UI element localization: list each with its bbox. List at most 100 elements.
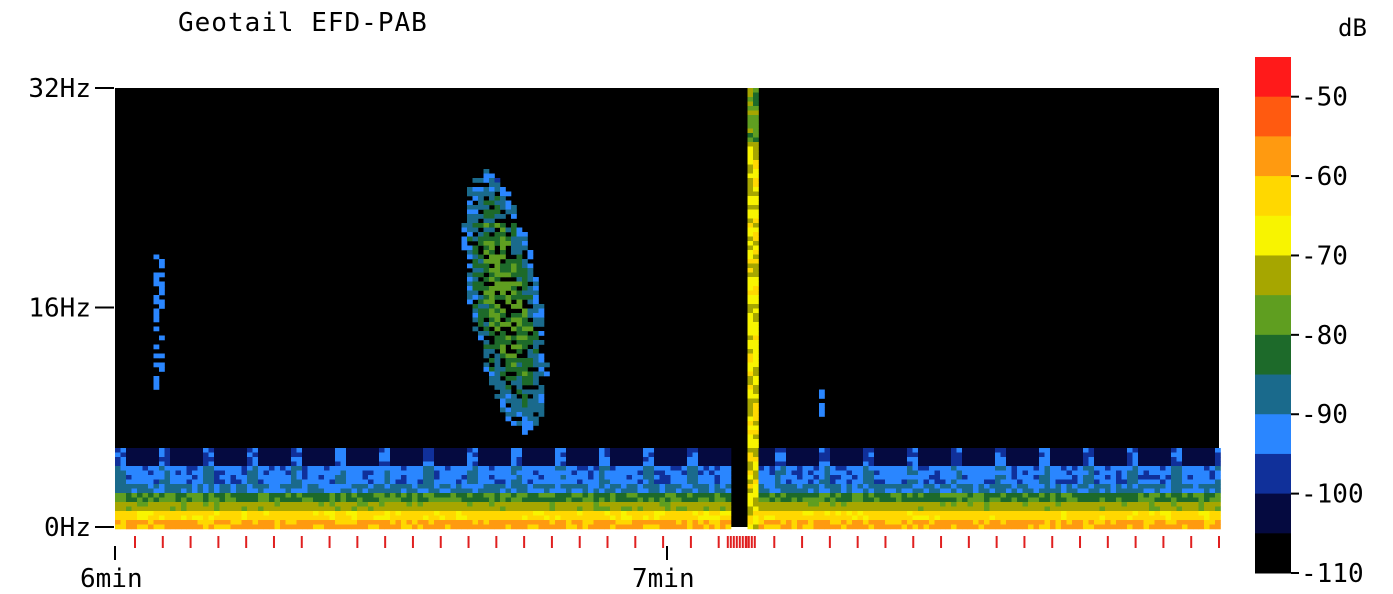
heatmap-cell bbox=[857, 466, 864, 471]
heatmap-cell bbox=[533, 457, 539, 462]
heatmap-cell bbox=[819, 497, 825, 503]
heatmap-cell bbox=[505, 236, 512, 242]
heatmap-cell bbox=[769, 461, 776, 467]
heatmap-cell bbox=[318, 506, 325, 512]
heatmap-cell bbox=[500, 479, 506, 485]
heatmap-cell bbox=[555, 457, 561, 462]
heatmap-cell bbox=[274, 502, 281, 507]
heatmap-cell bbox=[1182, 493, 1188, 498]
heatmap-cell bbox=[621, 461, 627, 467]
heatmap-cell bbox=[819, 470, 825, 476]
heatmap-cell bbox=[1110, 484, 1117, 489]
heatmap-cell bbox=[775, 506, 781, 512]
heatmap-cell bbox=[918, 515, 924, 521]
heatmap-cell bbox=[560, 488, 567, 494]
heatmap-cell bbox=[758, 515, 765, 521]
heatmap-cell bbox=[445, 452, 451, 458]
heatmap-cell bbox=[324, 466, 330, 471]
heatmap-cell bbox=[863, 461, 869, 467]
heatmap-cell bbox=[285, 466, 292, 471]
heatmap-cell bbox=[687, 515, 693, 521]
heatmap-cell bbox=[351, 511, 358, 516]
heatmap-cell bbox=[505, 353, 512, 359]
heatmap-cell bbox=[1044, 457, 1051, 462]
heatmap-cell bbox=[912, 466, 919, 471]
heatmap-cell bbox=[346, 475, 352, 480]
heatmap-cell bbox=[1083, 520, 1089, 525]
heatmap-cell bbox=[236, 493, 242, 498]
heatmap-cell bbox=[929, 515, 935, 521]
heatmap-cell bbox=[1154, 475, 1161, 480]
heatmap-cell bbox=[483, 524, 490, 530]
heatmap-cell bbox=[329, 493, 336, 498]
heatmap-cell bbox=[522, 308, 528, 314]
heatmap-cell bbox=[478, 524, 484, 530]
heatmap-cell bbox=[467, 295, 473, 300]
heatmap-cell bbox=[192, 524, 198, 530]
heatmap-cell bbox=[1028, 448, 1034, 453]
heatmap-cell bbox=[428, 461, 435, 467]
heatmap-cell bbox=[472, 227, 479, 233]
heatmap-cell bbox=[181, 461, 187, 467]
heatmap-cell bbox=[137, 497, 143, 503]
heatmap-cell bbox=[456, 506, 462, 512]
heatmap-cell bbox=[984, 461, 990, 467]
heatmap-cell bbox=[604, 520, 611, 525]
heatmap-cell bbox=[582, 511, 589, 516]
heatmap-cell bbox=[1033, 484, 1040, 489]
heatmap-cell bbox=[478, 187, 484, 192]
heatmap-cell bbox=[1000, 497, 1007, 503]
heatmap-cell bbox=[1204, 479, 1210, 485]
heatmap-cell bbox=[714, 466, 721, 471]
heatmap-cell bbox=[973, 493, 979, 498]
heatmap-cell bbox=[181, 493, 187, 498]
heatmap-cell bbox=[1209, 452, 1216, 458]
heatmap-cell bbox=[307, 475, 314, 480]
heatmap-cell bbox=[445, 475, 451, 480]
heatmap-cell bbox=[500, 394, 506, 399]
heatmap-cell bbox=[890, 466, 897, 471]
heatmap-cell bbox=[868, 466, 875, 471]
heatmap-cell bbox=[753, 128, 759, 134]
heatmap-cell bbox=[544, 470, 550, 476]
heatmap-cell bbox=[527, 502, 534, 507]
heatmap-cell bbox=[637, 484, 644, 489]
heatmap-cell bbox=[417, 461, 424, 467]
heatmap-cell bbox=[527, 389, 534, 395]
heatmap-cell bbox=[505, 367, 512, 372]
heatmap-cell bbox=[1077, 484, 1084, 489]
heatmap-cell bbox=[467, 470, 473, 476]
heatmap-cell bbox=[1017, 484, 1023, 489]
heatmap-cell bbox=[538, 466, 545, 471]
heatmap-cell bbox=[1143, 466, 1150, 471]
heatmap-cell bbox=[824, 457, 831, 462]
heatmap-cell bbox=[500, 214, 506, 219]
heatmap-cell bbox=[142, 470, 149, 476]
heatmap-cell bbox=[373, 466, 380, 471]
heatmap-cell bbox=[1011, 452, 1018, 458]
heatmap-cell bbox=[1066, 461, 1073, 467]
heatmap-cell bbox=[681, 484, 688, 489]
heatmap-cell bbox=[725, 520, 732, 525]
heatmap-cell bbox=[560, 515, 567, 521]
heatmap-cell bbox=[489, 349, 495, 354]
heatmap-cell bbox=[945, 448, 952, 453]
heatmap-cell bbox=[351, 457, 358, 462]
heatmap-cell bbox=[698, 479, 704, 485]
heatmap-cell bbox=[357, 502, 363, 507]
heatmap-cell bbox=[780, 520, 787, 525]
heatmap-cell bbox=[1055, 470, 1062, 476]
heatmap-cell bbox=[1160, 493, 1166, 498]
heatmap-cell bbox=[500, 223, 506, 228]
heatmap-cell bbox=[115, 484, 121, 489]
heatmap-cell bbox=[428, 497, 435, 503]
heatmap-cell bbox=[500, 353, 506, 359]
heatmap-cell bbox=[978, 502, 985, 507]
heatmap-cell bbox=[780, 479, 787, 485]
heatmap-cell bbox=[214, 461, 220, 467]
heatmap-cell bbox=[643, 515, 649, 521]
heatmap-cell bbox=[747, 169, 754, 174]
heatmap-cell bbox=[351, 470, 358, 476]
heatmap-cell bbox=[846, 493, 853, 498]
heatmap-cell bbox=[951, 524, 957, 530]
